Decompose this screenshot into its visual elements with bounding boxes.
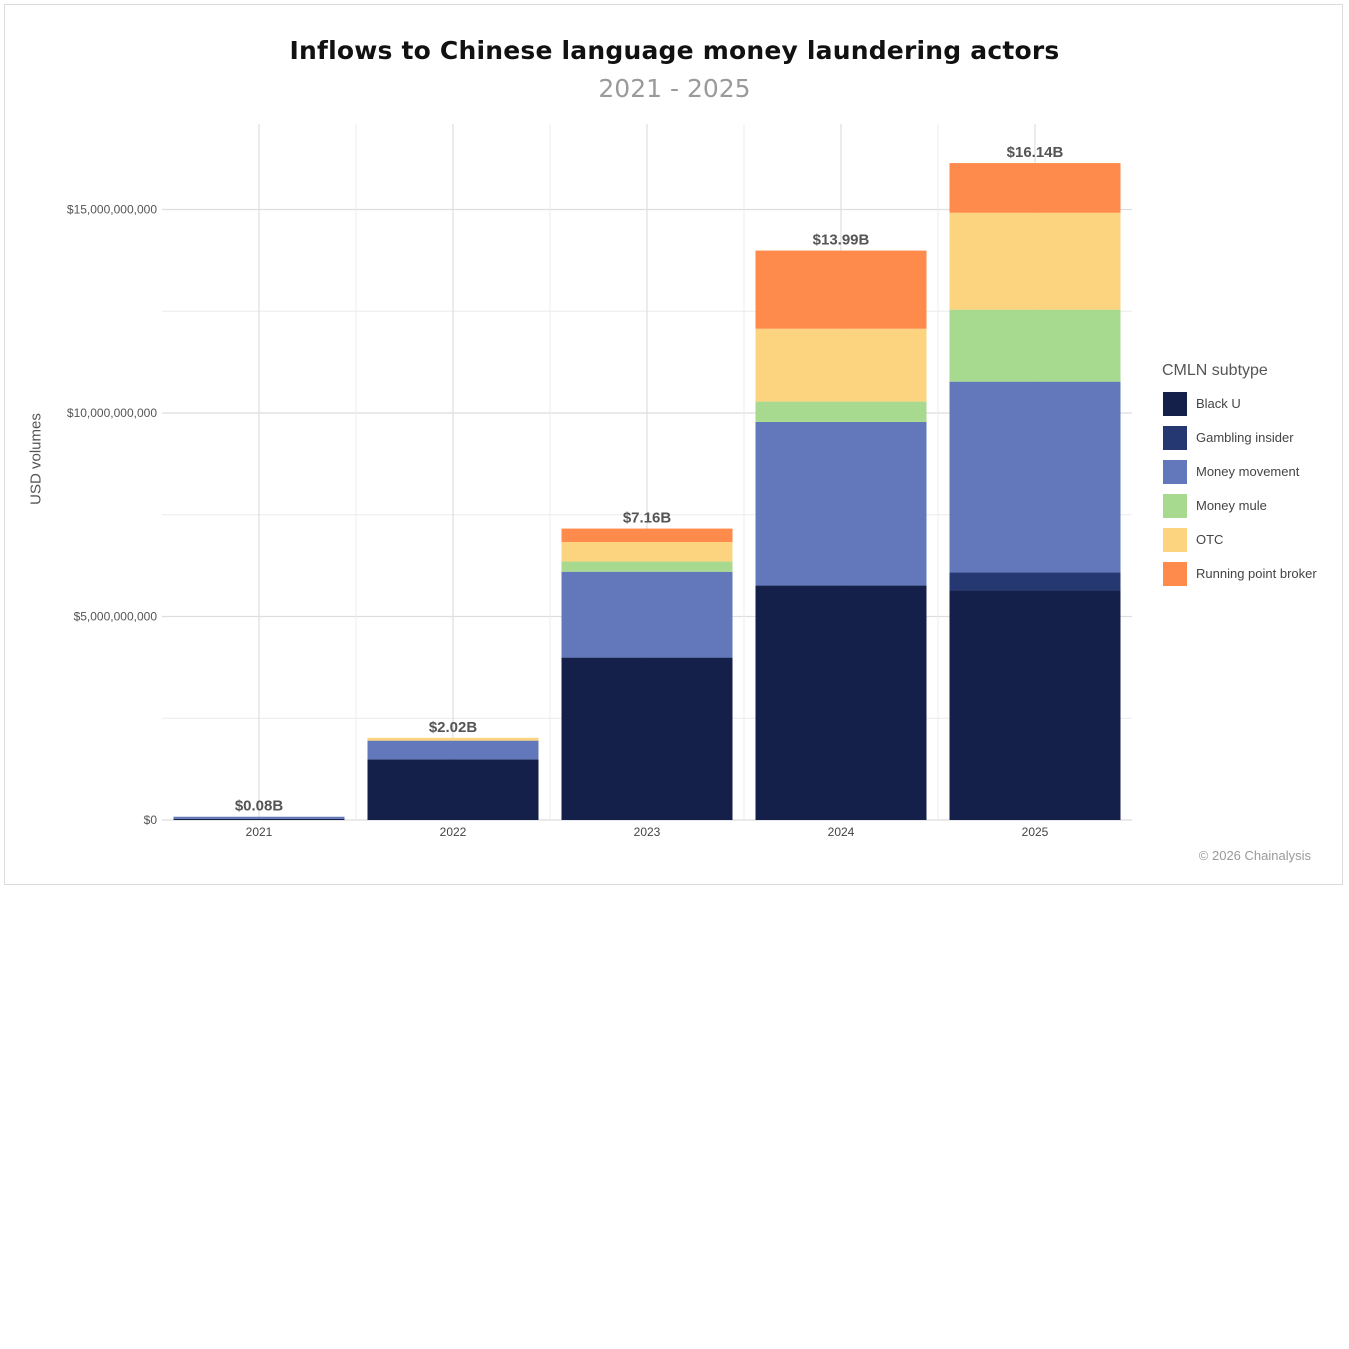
bar-segment: [367, 759, 539, 820]
chart-title: Inflows to Chinese language money launde…: [289, 36, 1060, 65]
legend-swatch: [1163, 562, 1187, 586]
bar-segment: [367, 740, 539, 760]
legend-label: Running point broker: [1196, 566, 1317, 581]
bar-segment: [949, 590, 1121, 820]
bar-segment: [173, 818, 345, 820]
bar-segment: [561, 542, 733, 562]
legend-swatch: [1163, 392, 1187, 416]
legend-swatch: [1163, 460, 1187, 484]
x-tick-label: 2023: [634, 825, 661, 839]
legend-title: CMLN subtype: [1162, 362, 1268, 379]
legend-item: Gambling insider: [1162, 426, 1294, 460]
bar-segment: [755, 328, 927, 402]
legend-item: Money mule: [1162, 494, 1268, 528]
bar-segment: [561, 528, 733, 543]
bar-segment: [561, 571, 733, 658]
stacked-bar-chart: $0 $5,000,000,000 $10,000,000,000 $15,000,0…: [67, 124, 1132, 839]
y-tick-label: $0: [144, 813, 158, 827]
y-tick-label: $5,000,000,000: [74, 609, 158, 623]
bar-total-label: $16.14B: [1007, 144, 1064, 161]
bar-segment: [561, 561, 733, 572]
x-tick-label: 2021: [246, 825, 273, 839]
bar-segment: [949, 212, 1121, 310]
bar-segment: [755, 250, 927, 329]
bar-total-label: $7.16B: [623, 510, 672, 527]
legend-swatch: [1163, 426, 1187, 450]
x-tick-label: 2024: [828, 825, 855, 839]
bar-segment: [561, 657, 733, 820]
bar-segment: [755, 401, 927, 422]
legend-swatch: [1163, 528, 1187, 552]
bar-segment: [949, 572, 1121, 591]
bar-segment: [173, 816, 345, 819]
bar-segment: [367, 737, 539, 741]
legend-item: Money movement: [1162, 460, 1299, 494]
y-tick-label: $15,000,000,000: [67, 202, 157, 216]
legend: CMLN subtype Black U Gambling insider Mone…: [1162, 362, 1317, 596]
bar-segment: [755, 585, 927, 820]
legend-item: Black U: [1162, 392, 1268, 426]
legend-item: Running point broker: [1162, 562, 1317, 596]
legend-label: Black U: [1196, 396, 1241, 411]
legend-label: Money movement: [1196, 464, 1300, 479]
bar-total-label: $2.02B: [429, 719, 478, 736]
legend-swatch: [1163, 494, 1187, 518]
legend-label: Money mule: [1196, 498, 1267, 513]
x-tick-label: 2025: [1022, 825, 1049, 839]
bar-total-label: $13.99B: [813, 232, 870, 249]
bar-segment: [949, 309, 1121, 382]
bar-total-label: $0.08B: [235, 798, 284, 815]
copyright-text: © 2026 Chainalysis: [1198, 848, 1311, 863]
legend-item: OTC: [1162, 528, 1268, 562]
legend-label: Gambling insider: [1196, 430, 1294, 445]
chart-subtitle: 2021 - 2025: [598, 74, 751, 103]
bar-segment: [755, 421, 927, 586]
bar-segment: [949, 163, 1121, 213]
x-tick-label: 2022: [440, 825, 467, 839]
bar-segment: [949, 381, 1121, 573]
y-tick-label: $10,000,000,000: [67, 406, 157, 420]
legend-label: OTC: [1196, 532, 1224, 547]
